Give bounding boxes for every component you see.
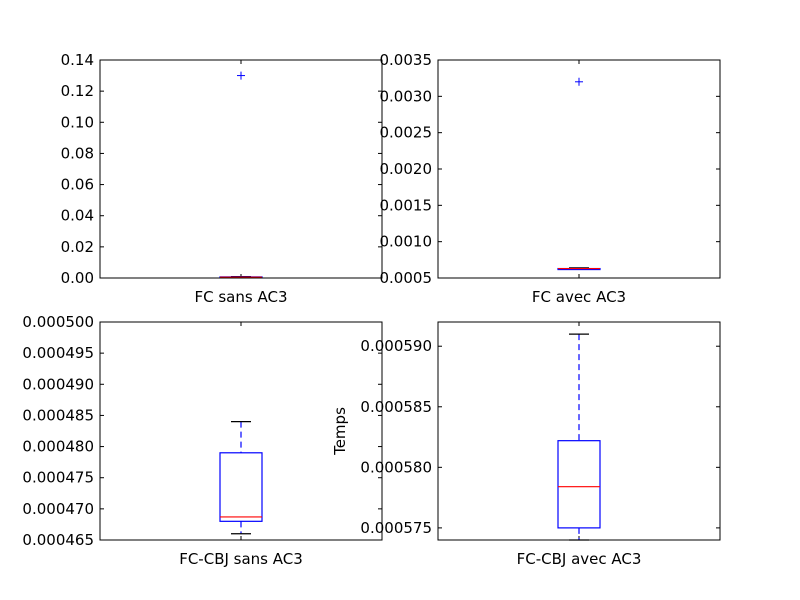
outlier-point: [237, 71, 245, 80]
y-tick-label: 0.000580: [360, 458, 432, 476]
plot-frame: [437, 321, 721, 541]
subplot-fc-avec-ac3: 0.0005 0.0010 0.0015 0.0020 0.0025 0.0030 0.00…: [380, 51, 721, 306]
box-plot: [557, 77, 601, 271]
y-tick-label: 0.000480: [22, 438, 94, 456]
iqr-box: [219, 452, 263, 522]
y-tick-label: 0.000490: [22, 375, 94, 393]
y-tick-label: 0.000470: [22, 500, 94, 518]
y-tick-label: 0.000500: [22, 313, 94, 331]
y-tick-label: 0.10: [61, 113, 94, 131]
y-tick-label: 0.00: [61, 269, 94, 287]
y-ticks: 0.000465 0.000470 0.000475 0.000480 0.000485…: [22, 313, 382, 549]
y-tick-label: 0.000590: [360, 337, 432, 355]
y-tick-label: 0.06: [61, 176, 94, 194]
y-tick-label: 0.0025: [380, 124, 433, 142]
y-tick-label: 0.000495: [22, 344, 94, 362]
y-tick-label: 0.000575: [360, 519, 432, 537]
y-ticks: 0.000575 0.000580 0.000585 0.000590: [360, 322, 720, 540]
y-tick-label: 0.000485: [22, 406, 94, 424]
outlier-point: [575, 77, 583, 86]
plot-frame: [437, 59, 721, 279]
y-axis-label: Temps: [331, 407, 349, 456]
plot-frame: [99, 59, 383, 279]
y-tick-label: 0.02: [61, 238, 94, 256]
subplot-fc-cbj-sans-ac3: 0.000465 0.000470 0.000475 0.000480 0.000485…: [22, 313, 383, 568]
x-axis-label: FC sans AC3: [195, 288, 288, 306]
subplot-fc-cbj-avec-ac3: 0.000575 0.000580 0.000585 0.000590 FC-CBJ …: [331, 321, 721, 568]
y-tick-label: 0.0020: [380, 160, 433, 178]
y-ticks: 0.0005 0.0010 0.0015 0.0020 0.0025 0.0030 0.00…: [380, 51, 720, 287]
y-tick-label: 0.000465: [22, 531, 94, 549]
y-tick-label: 0.08: [61, 144, 94, 162]
y-tick-label: 0.0005: [380, 269, 433, 287]
y-tick-label: 0.0015: [380, 196, 433, 214]
y-tick-label: 0.12: [61, 82, 94, 100]
iqr-box: [557, 440, 601, 529]
y-tick-label: 0.0010: [380, 233, 433, 251]
box-plot: [219, 421, 263, 535]
y-tick-label: 0.000585: [360, 398, 432, 416]
y-tick-label: 0.04: [61, 207, 94, 225]
y-tick-label: 0.000475: [22, 469, 94, 487]
y-tick-label: 0.0030: [380, 87, 433, 105]
x-axis-label: FC-CBJ avec AC3: [517, 550, 642, 568]
x-axis-label: FC avec AC3: [532, 288, 626, 306]
y-ticks: 0.00 0.02 0.04 0.06 0.08 0.10 0.12 0.14: [61, 51, 382, 287]
y-tick-label: 0.0035: [380, 51, 433, 69]
plot-frame: [99, 321, 383, 541]
subplot-fc-sans-ac3: 0.00 0.02 0.04 0.06 0.08 0.10 0.12 0.14 FC sans…: [61, 51, 383, 306]
y-tick-label: 0.14: [61, 51, 94, 69]
x-axis-label: FC-CBJ sans AC3: [179, 550, 303, 568]
